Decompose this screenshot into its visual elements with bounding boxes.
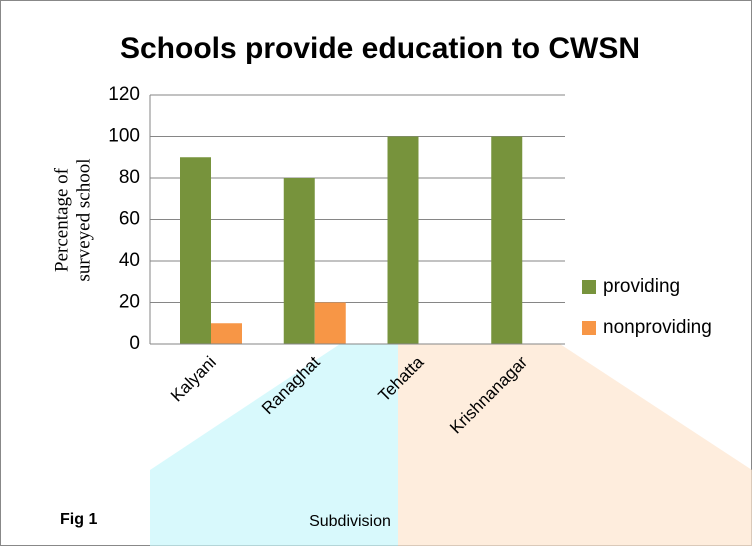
bar [387,136,419,344]
y-tick-label: 60 [119,209,140,230]
watermark [150,344,398,546]
legend-label: providing [603,276,680,297]
legend-swatch [582,321,596,335]
bar [283,178,315,344]
y-tick-label: 120 [108,84,140,105]
watermark [398,344,752,546]
x-axis-label: Subdivision [309,513,391,530]
y-tick-label: 100 [108,126,140,147]
y-tick-label: 80 [119,167,140,188]
legend-swatch [582,280,596,294]
legend-label: nonproviding [603,317,712,338]
y-axis-label: Percentage of [51,167,72,272]
y-axis-label: surveyed school [73,159,94,282]
bar [491,136,523,344]
bar [314,302,346,344]
y-tick-label: 0 [129,333,140,354]
chart-title: Schools provide education to CWSN [120,32,640,65]
bar [180,157,211,344]
bar [211,323,242,344]
y-tick-label: 20 [119,292,140,313]
annotation: Fig 1 [60,511,97,528]
y-tick-label: 40 [119,250,140,271]
